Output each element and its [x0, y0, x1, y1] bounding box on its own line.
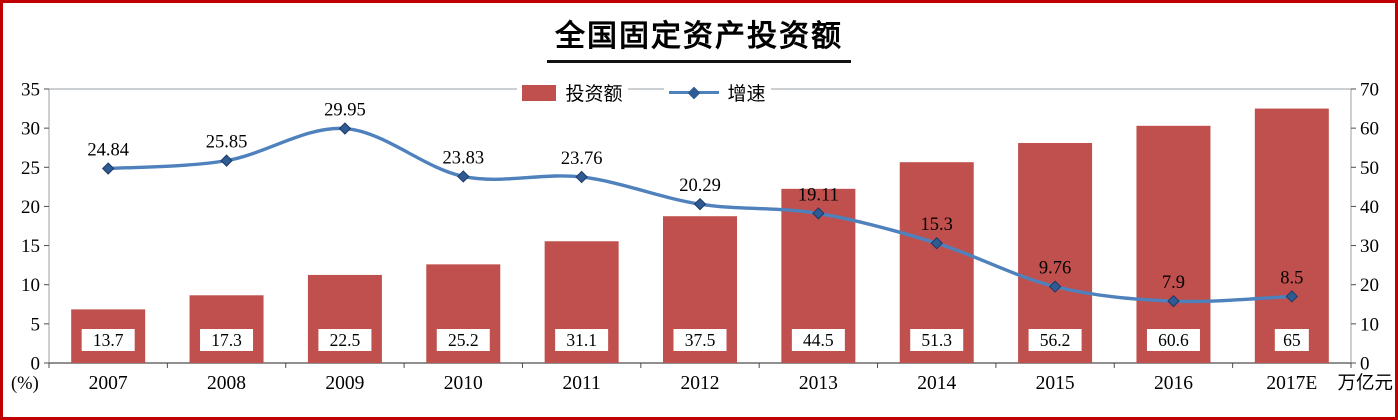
svg-text:2014: 2014 [917, 373, 956, 394]
svg-text:20.29: 20.29 [679, 176, 721, 196]
svg-text:17.3: 17.3 [211, 330, 242, 350]
svg-text:2010: 2010 [444, 373, 483, 394]
svg-text:24.84: 24.84 [87, 141, 129, 161]
svg-text:40: 40 [1360, 197, 1379, 218]
svg-text:70: 70 [1360, 80, 1379, 101]
svg-text:29.95: 29.95 [324, 101, 366, 121]
svg-text:20: 20 [1360, 275, 1379, 296]
svg-text:15.3: 15.3 [921, 215, 953, 235]
svg-text:20: 20 [21, 197, 40, 218]
svg-text:30: 30 [1360, 236, 1379, 257]
svg-text:2015: 2015 [1036, 373, 1075, 394]
bar-value-labels: 13.7 17.3 22.5 25.2 31.1 37.5 44.5 51.3 56.2 60.6… [81, 329, 1309, 351]
svg-text:10: 10 [1360, 314, 1379, 335]
svg-text:9.76: 9.76 [1039, 259, 1071, 279]
svg-text:2012: 2012 [681, 373, 720, 394]
chart-title-row: 全国固定资产投资额 [3, 11, 1395, 63]
svg-text:60: 60 [1360, 119, 1379, 140]
svg-text:23.76: 23.76 [561, 149, 603, 169]
chart-title: 全国固定资产投资额 [547, 11, 851, 63]
svg-text:2009: 2009 [325, 373, 364, 394]
svg-text:44.5: 44.5 [803, 330, 834, 350]
svg-text:22.5: 22.5 [330, 330, 361, 350]
growth-line [101, 122, 1299, 308]
svg-text:60.6: 60.6 [1158, 330, 1189, 350]
svg-text:25.85: 25.85 [206, 133, 248, 153]
svg-text:2011: 2011 [562, 373, 600, 394]
svg-text:37.5: 37.5 [685, 330, 716, 350]
svg-text:0: 0 [31, 354, 41, 375]
svg-text:万亿元: 万亿元 [1337, 373, 1393, 394]
svg-text:0: 0 [1360, 354, 1370, 375]
svg-text:10: 10 [21, 275, 40, 296]
svg-text:50: 50 [1360, 158, 1379, 179]
svg-text:51.3: 51.3 [921, 330, 952, 350]
bars-series [71, 108, 1329, 363]
svg-text:(%): (%) [11, 374, 39, 394]
svg-text:2008: 2008 [207, 373, 246, 394]
svg-text:25.2: 25.2 [448, 330, 479, 350]
line-value-labels: 24.84 25.85 29.95 23.83 23.76 20.29 19.11 15.3 9… [87, 101, 1303, 294]
svg-text:56.2: 56.2 [1040, 330, 1071, 350]
svg-text:8.5: 8.5 [1280, 268, 1303, 288]
svg-text:2013: 2013 [799, 373, 838, 394]
svg-text:25: 25 [21, 158, 40, 179]
svg-text:30: 30 [21, 119, 40, 140]
svg-text:35: 35 [21, 80, 40, 101]
svg-text:65: 65 [1283, 330, 1301, 350]
svg-text:7.9: 7.9 [1162, 273, 1185, 293]
svg-text:13.7: 13.7 [93, 330, 124, 350]
svg-text:2017E: 2017E [1266, 373, 1317, 394]
svg-text:2016: 2016 [1154, 373, 1193, 394]
svg-text:15: 15 [21, 236, 40, 257]
chart-area: 35 30 25 20 15 10 5 0 70 60 50 40 30 20 10 0 2007 2008 200… [3, 63, 1395, 415]
svg-text:5: 5 [31, 314, 41, 335]
svg-text:31.1: 31.1 [566, 330, 597, 350]
svg-text:23.83: 23.83 [442, 148, 484, 168]
svg-text:2007: 2007 [89, 373, 128, 394]
svg-text:19.11: 19.11 [798, 185, 839, 205]
